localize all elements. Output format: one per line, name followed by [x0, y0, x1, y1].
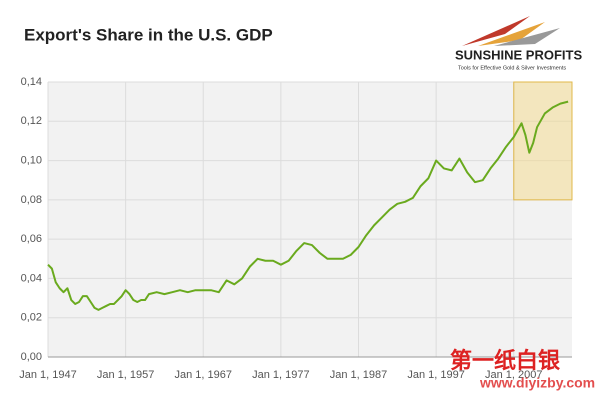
- y-tick-label: 0,08: [21, 194, 42, 206]
- x-tick-label: Jan 1, 1997: [407, 369, 465, 381]
- logo-tagline: Tools for Effective Gold & Silver Invest…: [458, 65, 566, 71]
- x-tick-label: Jan 1, 1967: [175, 369, 233, 381]
- data-line: [47, 100, 569, 311]
- x-tick-label: Jan 1, 1957: [97, 369, 155, 381]
- x-tick-label: Jan 1, 1947: [19, 369, 77, 381]
- logo: SUNSHINE PROFITS Tools for Effective Gol…: [455, 16, 582, 71]
- y-tick-label: 0,12: [21, 115, 42, 127]
- y-tick-label: 0,02: [21, 312, 42, 324]
- y-tick-label: 0,06: [21, 233, 42, 245]
- y-tick-label: 0,14: [21, 76, 42, 88]
- logo-name: SUNSHINE PROFITS: [455, 47, 582, 62]
- x-tick-label: Jan 1, 2007: [485, 369, 543, 381]
- watermark-name: 第一纸白银: [450, 348, 561, 373]
- x-tick-label: Jan 1, 1987: [330, 369, 388, 381]
- logo-mark: [462, 16, 530, 46]
- plot: 0,00 0,02 0,04 0,06 0,08 0,10 0,12 0,14 Jan 1, 1…: [19, 76, 573, 381]
- y-tick-label: 0,00: [21, 351, 42, 363]
- y-tick-label: 0,10: [21, 154, 42, 166]
- logo-mark: [478, 22, 545, 46]
- chart-title: Export's Share in the U.S. GDP: [24, 25, 273, 44]
- watermark-url: www.diyizby.com: [479, 375, 595, 391]
- highlight-region: [513, 81, 573, 201]
- logo-mark: [494, 28, 560, 46]
- y-tick-label: 0,04: [21, 272, 42, 284]
- x-tick-label: Jan 1, 1977: [252, 369, 310, 381]
- plot-background: [48, 82, 572, 357]
